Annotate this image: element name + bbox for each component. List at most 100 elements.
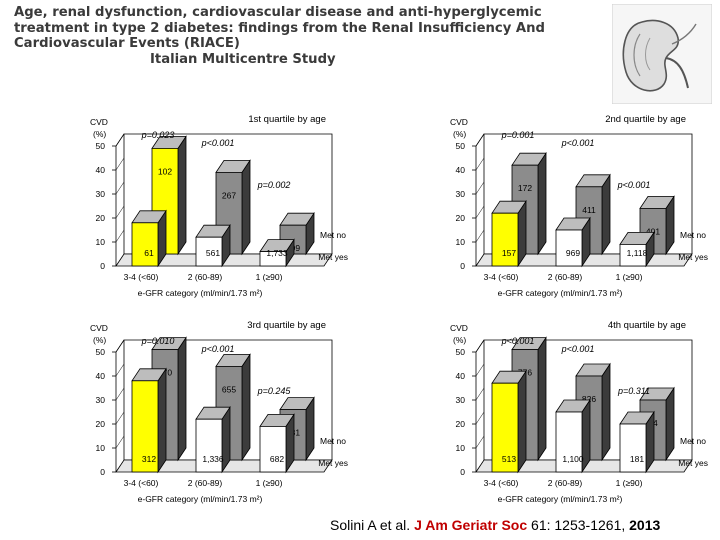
y-gridline-depth (115, 387, 125, 401)
p-value-label: p<0.001 (501, 336, 535, 346)
panel-title: 2nd quartile by age (605, 114, 686, 125)
count-label-met-yes: 1,336 (202, 454, 224, 464)
p-value-label: p<0.001 (561, 344, 595, 354)
bar-met-yes (259, 413, 295, 474)
p-value-label: p<0.001 (561, 138, 595, 148)
p-value-label: p<0.001 (201, 344, 235, 354)
y-tick-label: 50 (456, 347, 466, 357)
bar-met-yes (555, 398, 591, 474)
x-axis-label: e-GFR category (ml/min/1.73 m²) (138, 494, 263, 504)
panel-title: 4th quartile by age (608, 320, 686, 331)
count-label-met-yes: 1,100 (562, 454, 584, 464)
y-tick-label: 10 (456, 237, 466, 247)
y-gridline-depth (115, 181, 125, 195)
count-label-met-yes: 181 (630, 454, 644, 464)
series-label-met-no: Met no (680, 230, 706, 240)
y-tick-label: 10 (96, 237, 106, 247)
x-category-label: 1 (≥90) (616, 478, 643, 488)
p-value-label: p<0.001 (617, 180, 651, 190)
series-label-met-no: Met no (320, 230, 346, 240)
y-gridline-depth (115, 339, 125, 353)
y-gridline-depth (475, 459, 485, 473)
bar-met-yes (619, 410, 655, 474)
count-label-met-no: 655 (222, 384, 236, 394)
count-label-met-yes: 1,118 (627, 248, 648, 258)
citation: Solini A et al. J Am Geriatr Soc 61: 125… (330, 517, 660, 533)
x-axis-label: e-GFR category (ml/min/1.73 m²) (498, 288, 623, 298)
y-tick-label: 0 (100, 467, 105, 477)
x-category-label: 3-4 (<60) (484, 478, 519, 488)
y-tick-label: 40 (96, 371, 106, 381)
chart-panel-q3: 3rd quartile by ageCVD(%)010203040503706… (90, 320, 348, 504)
bar-met-yes (491, 369, 527, 474)
y-axis-label-line-2: (%) (93, 129, 106, 139)
y-gridline-depth (115, 459, 125, 473)
y-gridline-depth (475, 435, 485, 449)
bar-met-yes (131, 209, 167, 268)
count-label-met-no: 267 (222, 190, 236, 200)
p-value-label: p=0.002 (257, 180, 291, 190)
x-category-label: 2 (60-89) (188, 478, 223, 488)
y-axis-label-line-1: CVD (90, 117, 108, 127)
count-label-met-yes: 513 (502, 454, 516, 464)
y-tick-label: 30 (96, 395, 106, 405)
citation-year: 2013 (629, 517, 661, 533)
y-tick-label: 50 (96, 347, 106, 357)
y-gridline-depth (475, 339, 485, 353)
p-value-label: p=0.245 (257, 386, 292, 396)
y-tick-label: 10 (96, 443, 106, 453)
count-label-met-no: 411 (582, 205, 596, 215)
y-gridline-depth (475, 133, 485, 147)
chart-panel-q4: 4th quartile by ageCVD(%)010203040507768… (450, 320, 708, 504)
bar-met-yes (555, 216, 591, 268)
count-label-met-yes: 969 (566, 248, 580, 258)
p-value-label: p=0.311 (617, 386, 650, 396)
x-category-label: 2 (60-89) (548, 272, 583, 282)
y-gridline-depth (115, 363, 125, 377)
count-label-met-yes: 561 (206, 248, 220, 258)
p-value-label: p=0.023 (141, 130, 175, 140)
p-value-label: p=0.001 (501, 130, 535, 140)
x-category-label: 3-4 (<60) (124, 478, 159, 488)
bar-met-yes (195, 223, 231, 268)
y-axis-label-line-1: CVD (450, 323, 468, 333)
y-gridline-depth (475, 229, 485, 243)
x-category-label: 3-4 (<60) (124, 272, 159, 282)
x-category-label: 1 (≥90) (256, 272, 283, 282)
y-gridline-depth (475, 181, 485, 195)
y-gridline-depth (475, 157, 485, 171)
p-value-label: p=0.010 (141, 336, 175, 346)
panel-title: 3rd quartile by age (247, 320, 326, 331)
y-tick-label: 0 (460, 261, 465, 271)
title-line-1: Age, renal dysfunction, cardiovascular d… (14, 5, 545, 51)
citation-details: 61: 1253-1261, (531, 517, 626, 533)
x-category-label: 1 (≥90) (616, 272, 643, 282)
y-tick-label: 20 (96, 419, 106, 429)
y-gridline-depth (115, 411, 125, 425)
series-label-met-yes: Met yes (318, 458, 348, 468)
count-label-met-yes: 157 (502, 248, 516, 258)
y-tick-label: 40 (456, 165, 466, 175)
bar-met-yes (195, 405, 231, 474)
y-tick-label: 30 (456, 189, 466, 199)
count-label-met-yes: 1,733 (266, 248, 288, 258)
y-gridline-depth (475, 205, 485, 219)
figure-title: Age, renal dysfunction, cardiovascular d… (14, 5, 604, 67)
title-line-2: Italian Multicentre Study (150, 51, 336, 67)
y-tick-label: 30 (96, 189, 106, 199)
y-tick-label: 10 (456, 443, 466, 453)
count-label-met-no: 826 (582, 394, 596, 404)
chart-panel-q1: 1st quartile by age CVD (%) 0 10 20 30 40 50 102 2… (90, 114, 348, 298)
y-tick-label: 20 (96, 213, 106, 223)
y-tick-label: 40 (456, 371, 466, 381)
bar-met-yes (259, 238, 295, 268)
y-axis-label-line-2: (%) (93, 335, 106, 345)
citation-authors: Solini A et al. (330, 517, 411, 533)
y-tick-label: 50 (96, 141, 106, 151)
bar-met-yes (491, 199, 527, 268)
y-gridline-depth (115, 253, 125, 267)
y-gridline-depth (475, 387, 485, 401)
chart-panel-q2: 2nd quartile by age CVD (%) 0 10 20 30 40 50 172 4… (450, 114, 708, 298)
x-category-label: 2 (60-89) (188, 272, 223, 282)
x-axis-label: e-GFR category (ml/min/1.73 m²) (138, 288, 263, 298)
